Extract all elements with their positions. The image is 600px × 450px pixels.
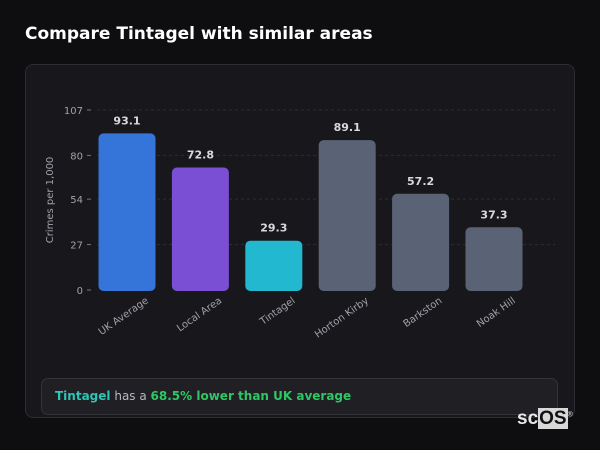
y-tick-label: 80 bbox=[70, 151, 83, 162]
x-tick-label: Noak Hill bbox=[475, 295, 518, 330]
insight-area: Tintagel bbox=[55, 389, 111, 403]
value-label: 72.8 bbox=[187, 149, 214, 162]
value-label: 37.3 bbox=[480, 208, 507, 221]
value-label: 57.2 bbox=[407, 175, 434, 188]
x-tick-label: Tintagel bbox=[257, 295, 297, 328]
bar-barkston bbox=[392, 193, 450, 291]
y-tick-label: 0 bbox=[77, 286, 83, 297]
insight-highlight: 68.5% lower than UK average bbox=[150, 389, 352, 403]
bar-local-area bbox=[171, 167, 229, 291]
logo: scOS® bbox=[517, 408, 573, 429]
x-tick-label: UK Average bbox=[97, 295, 151, 337]
page-title: Compare Tintagel with similar areas bbox=[25, 24, 373, 44]
x-tick-label: Horton Kirby bbox=[313, 295, 371, 340]
y-tick-label: 107 bbox=[64, 106, 83, 117]
y-axis-label: Crimes per 1,000 bbox=[45, 157, 56, 244]
insight-box: Tintagel has a 68.5% lower than UK avera… bbox=[41, 378, 558, 415]
bar-tintagel bbox=[245, 240, 303, 291]
bar-uk-average bbox=[98, 133, 156, 291]
value-label: 89.1 bbox=[334, 121, 361, 134]
bar-noak-hill bbox=[465, 227, 523, 291]
insight-text: has a bbox=[110, 389, 151, 403]
value-label: 29.3 bbox=[260, 222, 287, 235]
x-tick-label: Barkston bbox=[402, 295, 445, 330]
x-tick-label: Local Area bbox=[175, 295, 224, 334]
y-tick-label: 54 bbox=[70, 195, 83, 206]
bar-horton-kirby bbox=[318, 140, 376, 291]
y-tick-label: 27 bbox=[70, 241, 83, 252]
value-label: 93.1 bbox=[113, 114, 140, 127]
